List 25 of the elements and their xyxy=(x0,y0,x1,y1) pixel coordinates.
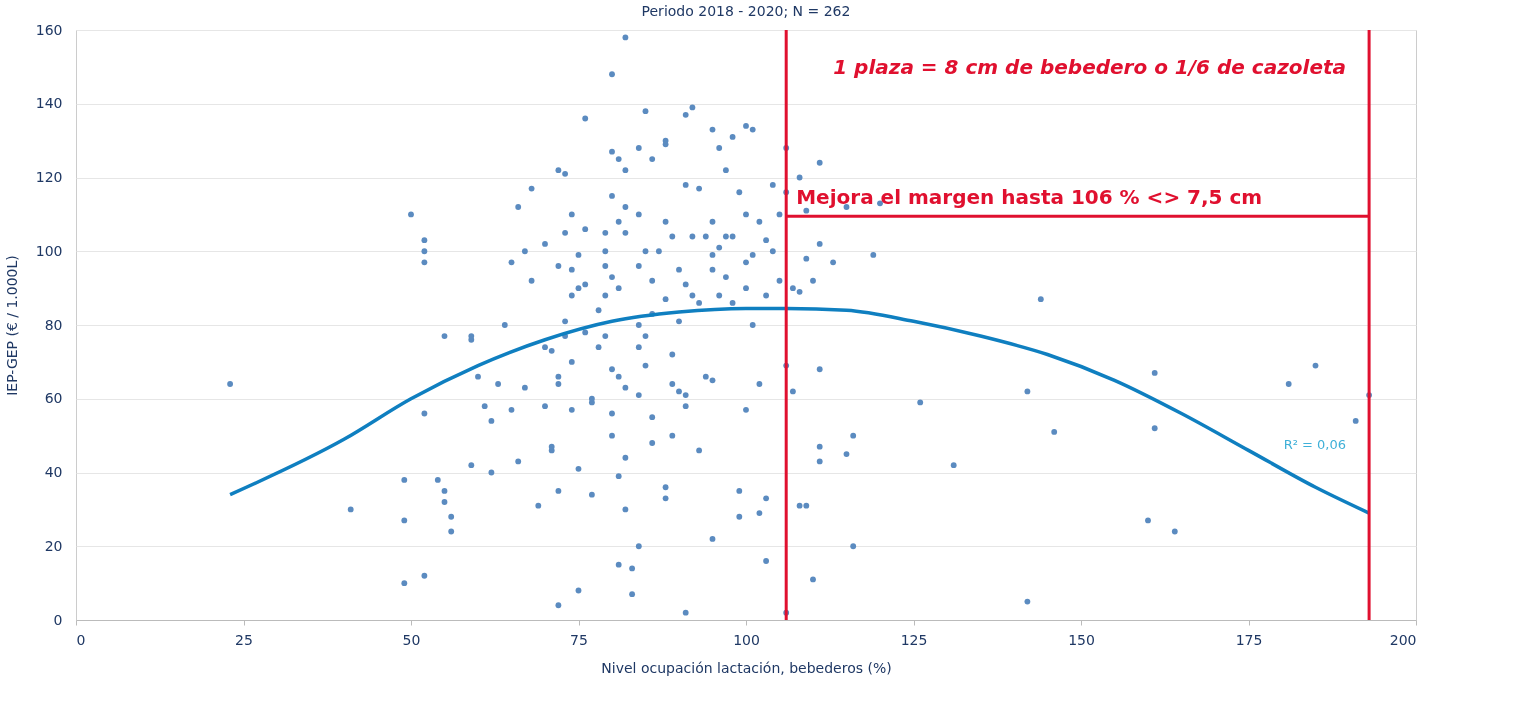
y-tick-label: 40 xyxy=(44,464,63,480)
x-tick-label: 100 xyxy=(733,631,760,648)
x-tick-label: 50 xyxy=(402,631,421,648)
annotation: R² = 0,06 xyxy=(1283,437,1346,452)
line-series xyxy=(228,306,1371,515)
y-tick-label: 60 xyxy=(44,390,63,407)
x-tick-label: 125 xyxy=(900,631,928,648)
x-tick-label: 175 xyxy=(1235,631,1263,648)
y-tick-label: 140 xyxy=(35,95,63,112)
x-tick-label: 75 xyxy=(570,631,588,648)
x-tick-label: 200 xyxy=(1389,631,1417,648)
y-tick-label: 0 xyxy=(53,611,63,628)
chart-title: Periodo 2018 - 2020; N = 262 xyxy=(641,3,851,19)
y-tick-label: 20 xyxy=(44,537,63,554)
y-tick-label: 160 xyxy=(35,21,63,38)
y-axis-title: IEP-GEP (€ / 1.000L) xyxy=(3,255,20,396)
y-tick-label: 80 xyxy=(44,316,63,333)
x-tick-label: 25 xyxy=(235,631,253,648)
annotation: Mejora el margen hasta 106 % <> 7,5 cm xyxy=(796,185,1263,210)
annotation: 1 plaza = 8 cm de bebedero o 1/6 de cazoleta xyxy=(833,55,1346,79)
y-tick-label: 120 xyxy=(35,169,63,185)
y-tick-label: 100 xyxy=(35,242,63,259)
x-tick-label: 0 xyxy=(76,631,86,648)
x-tick-label: 150 xyxy=(1068,631,1095,648)
x-axis-title: Nivel ocupación lactación, bebederos (%) xyxy=(601,659,892,676)
